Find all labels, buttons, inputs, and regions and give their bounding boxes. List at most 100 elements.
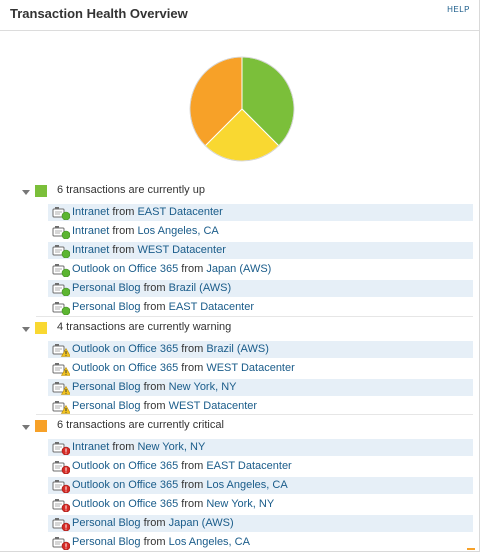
transaction-row[interactable]: Outlook on Office 365 from WEST Datacent… (48, 360, 473, 377)
location-link[interactable]: EAST Datacenter (206, 460, 292, 472)
location-link[interactable]: Los Angeles, CA (137, 225, 219, 237)
collapse-caret-icon[interactable] (22, 327, 30, 332)
from-label: from (112, 225, 135, 237)
transaction-name-link[interactable]: Outlook on Office 365 (72, 263, 179, 275)
location-link[interactable]: EAST Datacenter (168, 301, 255, 313)
from-label: from (181, 460, 204, 472)
transaction-row-text: Personal Blog from EAST Datacenter (72, 301, 254, 313)
transaction-row-text: Personal Blog from WEST Datacenter (72, 400, 257, 412)
from-label: from (143, 381, 166, 393)
location-link[interactable]: WEST Datacenter (206, 362, 295, 374)
transaction-name-link[interactable]: Outlook on Office 365 (72, 460, 179, 472)
transaction-name-link[interactable]: Personal Blog (72, 517, 141, 529)
location-link[interactable]: New York, NY (206, 498, 275, 510)
transaction-row-text: Personal Blog from New York, NY (72, 381, 237, 393)
resize-corner-mark (467, 548, 475, 550)
transaction-warning-status-icon (52, 400, 72, 414)
status-swatch-critical (35, 420, 47, 432)
transaction-row[interactable]: Personal Blog from Brazil (AWS) (48, 280, 473, 297)
transaction-row-text: Personal Blog from Brazil (AWS) (72, 282, 231, 294)
location-link[interactable]: Los Angeles, CA (168, 536, 250, 548)
transaction-row-text: Intranet from Los Angeles, CA (72, 225, 219, 237)
transaction-warning-status-icon (52, 343, 72, 357)
transaction-row-text: Outlook on Office 365 from EAST Datacent… (72, 460, 292, 472)
from-label: from (112, 441, 135, 453)
transaction-name-link[interactable]: Personal Blog (72, 282, 141, 294)
transaction-row-text: Outlook on Office 365 from Brazil (AWS) (72, 343, 269, 355)
transaction-row-text: Outlook on Office 365 from New York, NY (72, 498, 274, 510)
transaction-name-link[interactable]: Outlook on Office 365 (72, 479, 179, 491)
transaction-name-link[interactable]: Intranet (72, 206, 110, 218)
transaction-up-status-icon (52, 263, 71, 278)
transaction-name-link[interactable]: Personal Blog (72, 400, 141, 412)
location-link[interactable]: Japan (AWS) (168, 517, 234, 529)
transaction-row[interactable]: Intranet from Los Angeles, CA (48, 223, 473, 240)
location-link[interactable]: New York, NY (137, 441, 206, 453)
group-header-up[interactable]: 6 transactions are currently up (0, 183, 479, 203)
transaction-row-text: Outlook on Office 365 from Los Angeles, … (72, 479, 288, 491)
location-link[interactable]: Japan (AWS) (206, 263, 272, 275)
transaction-up-status-icon (52, 206, 71, 221)
collapse-caret-icon[interactable] (22, 425, 30, 430)
transaction-row[interactable]: Intranet from WEST Datacenter (48, 242, 473, 259)
transaction-row-text: Personal Blog from Japan (AWS) (72, 517, 234, 529)
status-swatch-warning (35, 322, 47, 334)
location-link[interactable]: WEST Datacenter (137, 244, 226, 256)
from-label: from (181, 263, 204, 275)
transaction-row[interactable]: Outlook on Office 365 from New York, NY (48, 496, 473, 513)
transaction-warning-status-icon (52, 362, 72, 376)
transaction-name-link[interactable]: Personal Blog (72, 381, 141, 393)
from-label: from (143, 282, 166, 294)
transaction-row-text: Intranet from WEST Datacenter (72, 244, 226, 256)
from-label: from (143, 301, 166, 313)
transaction-row[interactable]: Outlook on Office 365 from Los Angeles, … (48, 477, 473, 494)
from-label: from (181, 498, 204, 510)
group-separator (36, 316, 473, 317)
transaction-row[interactable]: Outlook on Office 365 from Japan (AWS) (48, 261, 473, 278)
transaction-row-text: Outlook on Office 365 from WEST Datacent… (72, 362, 295, 374)
transaction-name-link[interactable]: Outlook on Office 365 (72, 362, 179, 374)
location-link[interactable]: Brazil (AWS) (168, 282, 232, 294)
transaction-critical-status-icon (52, 517, 71, 532)
group-label: 6 transactions are currently up (57, 184, 205, 196)
from-label: from (112, 244, 135, 256)
transaction-row[interactable]: Outlook on Office 365 from Brazil (AWS) (48, 341, 473, 358)
location-link[interactable]: New York, NY (168, 381, 237, 393)
transaction-row[interactable]: Personal Blog from Japan (AWS) (48, 515, 473, 532)
transaction-up-status-icon (52, 244, 71, 259)
transaction-row[interactable]: Personal Blog from EAST Datacenter (48, 299, 473, 316)
transaction-name-link[interactable]: Intranet (72, 441, 110, 453)
transaction-name-link[interactable]: Personal Blog (72, 301, 141, 313)
from-label: from (143, 536, 166, 548)
transaction-name-link[interactable]: Outlook on Office 365 (72, 498, 179, 510)
location-link[interactable]: Brazil (AWS) (206, 343, 269, 355)
group-header-critical[interactable]: 6 transactions are currently critical (0, 418, 479, 438)
transaction-name-link[interactable]: Intranet (72, 225, 110, 237)
location-link[interactable]: WEST Datacenter (168, 400, 258, 412)
transaction-row[interactable]: Intranet from New York, NY (48, 439, 473, 456)
transaction-name-link[interactable]: Intranet (72, 244, 110, 256)
transaction-row[interactable]: Personal Blog from New York, NY (48, 379, 473, 396)
transaction-row[interactable]: Personal Blog from WEST Datacenter (48, 398, 473, 415)
group-label: 6 transactions are currently critical (57, 419, 224, 431)
help-link[interactable]: HELP (447, 5, 470, 14)
from-label: from (181, 362, 204, 374)
from-label: from (143, 400, 166, 412)
transaction-name-link[interactable]: Personal Blog (72, 536, 141, 548)
status-swatch-up (35, 185, 47, 197)
location-link[interactable]: EAST Datacenter (137, 206, 223, 218)
transaction-row[interactable]: Personal Blog from Los Angeles, CA (48, 534, 473, 551)
transaction-row[interactable]: Intranet from EAST Datacenter (48, 204, 473, 221)
transaction-up-status-icon (52, 301, 71, 316)
transaction-row-text: Outlook on Office 365 from Japan (AWS) (72, 263, 271, 275)
transaction-row-text: Intranet from New York, NY (72, 441, 205, 453)
transaction-row[interactable]: Outlook on Office 365 from EAST Datacent… (48, 458, 473, 475)
group-header-warning[interactable]: 4 transactions are currently warning (0, 320, 479, 340)
transaction-critical-status-icon (52, 441, 71, 456)
from-label: from (181, 343, 204, 355)
transaction-name-link[interactable]: Outlook on Office 365 (72, 343, 179, 355)
location-link[interactable]: Los Angeles, CA (206, 479, 288, 491)
collapse-caret-icon[interactable] (22, 190, 30, 195)
panel-title: Transaction Health Overview (10, 6, 188, 21)
